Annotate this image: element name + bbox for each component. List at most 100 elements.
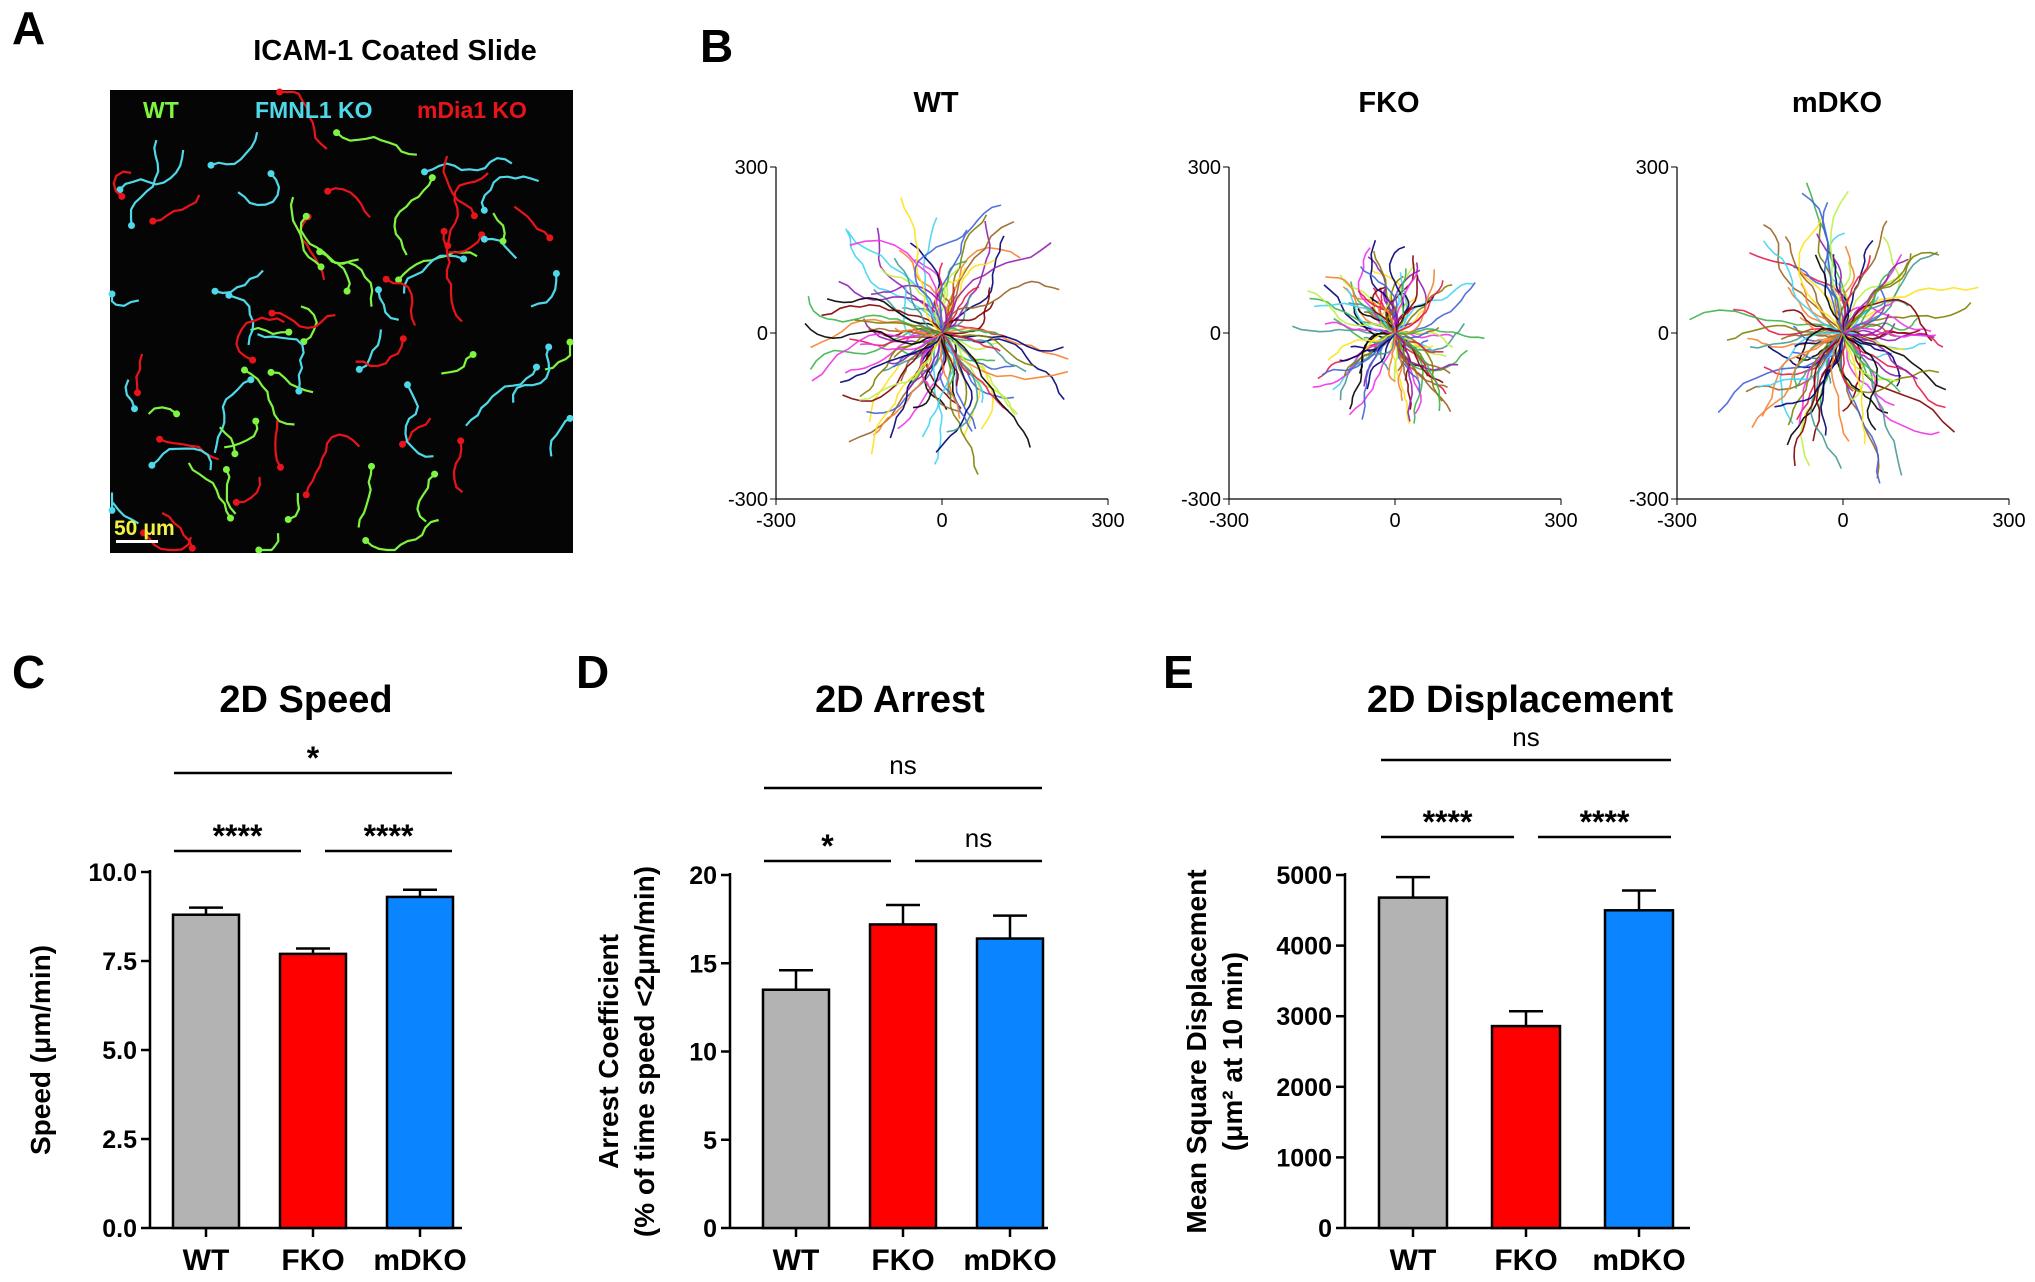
cell-trajectory [1842,299,1909,334]
cell-track [492,212,506,242]
cell-track [480,175,540,211]
y-tick-label: 2000 [1276,1074,1332,1102]
y-axis-label: Mean Square Displacement [1181,869,1212,1233]
cell-body [276,88,284,96]
cell-track [448,234,483,254]
cell-trajectory [807,295,943,335]
cell-body [404,381,411,389]
x-tick-label: FKO [871,1244,934,1277]
significance-label: ns [965,823,992,853]
x-tick-label: 300 [1544,510,1577,532]
cell-trajectory [1761,332,1844,417]
cell-trajectory [1689,309,1844,334]
y-tick-label: -300 [1181,489,1221,511]
cell-trajectory [941,324,1008,339]
cell-track [416,473,436,523]
cell-track [243,369,295,426]
cell-trajectory [1366,332,1396,390]
legend-fmnl1-ko-label: FMNL1 KO [255,97,373,123]
cell-trajectory [854,319,943,334]
x-tick-label: 0 [936,510,947,532]
cell-track [357,466,373,528]
y-tick-label: 7.5 [102,948,137,976]
cell-trajectory [1793,332,1844,467]
cell-trajectory [1839,332,1940,394]
cell-body [302,212,310,220]
cell-track [152,194,201,223]
cell-trajectory [1394,332,1414,422]
cell-trajectory [1747,332,1844,349]
cell-track [124,379,136,410]
cell-track [393,177,434,256]
cell-track [402,254,464,294]
cell-body [317,263,325,271]
cell-track [442,155,476,217]
cell-trajectory [1394,332,1444,354]
panel-b-letter: B [700,20,733,72]
y-axis-label: (μm² at 10 min) [1217,952,1248,1151]
cell-body [211,287,219,295]
cell-trajectory [1787,332,1844,426]
x-tick-label: WT [773,1244,820,1277]
cell-trajectory [1820,332,1844,436]
cell-trajectory [1373,250,1396,334]
bar [1603,909,1675,1230]
cell-body [399,440,406,448]
cell-track [377,289,400,321]
cell-trajectory [1842,253,1912,334]
cell-track [446,172,489,246]
rose-plot: FKO 300 0 -300-300 0 300 [1181,87,1578,532]
x-tick-label: 300 [1091,510,1124,532]
cell-body [480,206,488,214]
cell-trajectory [1762,240,1844,334]
cell-trajectory [1362,332,1396,357]
cell-trajectory [1377,300,1396,334]
cell-trajectory [842,332,943,402]
cell-body [566,338,574,346]
cell-trajectory [1357,247,1396,334]
cell-body [232,498,240,506]
rose-plot-title: FKO [1358,87,1419,119]
cell-body [316,248,324,256]
x-tick-label: mDKO [373,1244,466,1277]
cell-trajectory [1842,332,1905,351]
cell-body [149,217,157,225]
cell-trajectory [1842,332,1866,445]
x-tick-label: mDKO [963,1244,1056,1277]
cell-body [533,363,540,371]
bar [868,923,938,1230]
cell-track [213,378,252,454]
cell-track [327,187,371,219]
cell-trajectory [941,332,955,395]
cell-body [128,222,135,229]
cell-body [545,343,553,351]
bar [1490,1024,1562,1230]
cell-track [270,371,314,394]
x-tick-label: 300 [1992,510,2025,532]
cell-body [267,170,275,178]
cell-trajectory [1842,332,1903,476]
microscopy-image [110,90,573,553]
panel-letter: C [12,646,45,698]
cell-track [110,294,140,307]
cell-trajectory [1394,280,1444,334]
cell-trajectory [1349,332,1396,410]
cell-track [237,172,281,207]
cell-body [552,270,560,277]
y-tick-label: 15 [689,950,717,978]
cell-trajectory [1842,272,1904,334]
cell-track [250,326,289,336]
cell-track [279,90,328,150]
cell-trajectory [1841,255,1871,334]
cell-trajectory [914,229,968,334]
bar [278,952,348,1230]
cell-trajectory [1394,327,1485,340]
cell-body [428,174,436,182]
y-tick-label: 2.5 [102,1126,137,1154]
cell-trajectory [922,217,943,334]
significance-label: * [821,828,834,864]
cell-track [544,342,572,371]
legend-mdia1-ko-label: mDia1 KO [417,97,527,123]
cell-body [108,506,116,514]
